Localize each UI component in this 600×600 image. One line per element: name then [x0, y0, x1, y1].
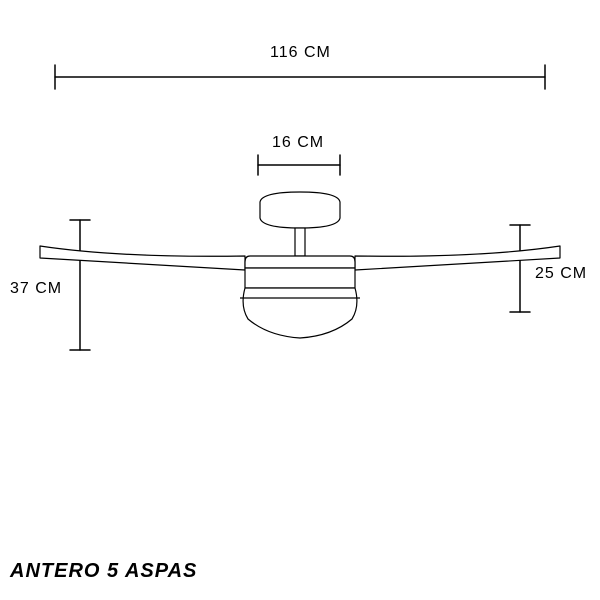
dim-height-right-label: 25 CM: [535, 265, 587, 283]
dim-total-width-label: 116 CM: [270, 44, 331, 62]
diagram-svg: [0, 0, 600, 600]
dimension-diagram: 116 CM 16 CM 37 CM 25 CM ANTERO 5 ASPAS: [0, 0, 600, 600]
dim-canopy-width-label: 16 CM: [272, 134, 324, 152]
product-title: ANTERO 5 ASPAS: [10, 560, 197, 583]
dim-height-left-label: 37 CM: [10, 280, 62, 298]
